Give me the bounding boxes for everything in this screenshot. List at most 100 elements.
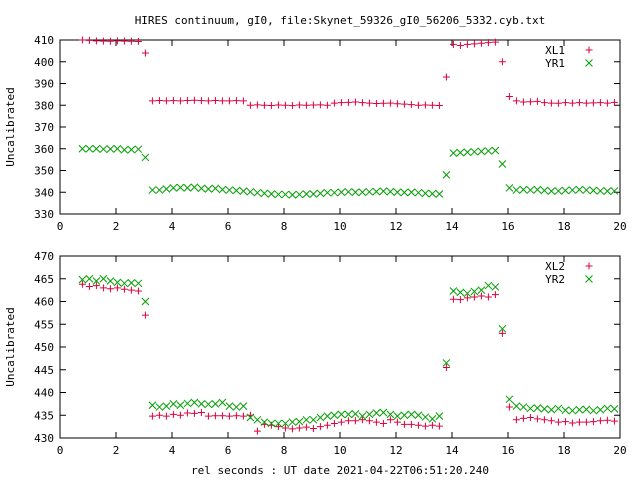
data-point bbox=[148, 412, 156, 420]
data-point bbox=[393, 100, 401, 108]
data-point bbox=[106, 37, 114, 45]
x-tick-label: 14 bbox=[445, 444, 459, 457]
data-point bbox=[162, 412, 170, 420]
data-point bbox=[113, 144, 122, 153]
data-point bbox=[260, 101, 268, 109]
data-point bbox=[99, 274, 108, 283]
data-point bbox=[281, 424, 289, 432]
data-point bbox=[526, 186, 535, 194]
data-point bbox=[120, 145, 129, 154]
data-point bbox=[92, 282, 100, 290]
data-point bbox=[498, 329, 506, 337]
data-point bbox=[225, 97, 233, 105]
data-point bbox=[120, 37, 128, 45]
data-point bbox=[302, 423, 310, 431]
data-point bbox=[169, 184, 178, 192]
data-point bbox=[540, 405, 549, 413]
data-point bbox=[568, 419, 576, 427]
data-point bbox=[113, 284, 121, 292]
data-point bbox=[162, 402, 171, 411]
x-tick-label: 6 bbox=[225, 444, 232, 457]
data-point bbox=[176, 411, 184, 419]
data-point bbox=[428, 189, 437, 198]
x-tick-label: 20 bbox=[613, 220, 626, 233]
x-tick-label: 2 bbox=[113, 220, 120, 233]
data-point bbox=[344, 417, 352, 425]
data-point bbox=[323, 412, 332, 421]
data-point bbox=[232, 97, 240, 105]
data-point bbox=[568, 406, 577, 415]
data-point bbox=[127, 278, 136, 287]
data-point bbox=[148, 401, 157, 410]
data-point bbox=[477, 39, 485, 47]
data-point bbox=[162, 97, 170, 105]
data-point bbox=[316, 189, 325, 198]
data-point bbox=[400, 411, 409, 420]
data-point bbox=[323, 101, 331, 109]
series-XL1 bbox=[78, 36, 618, 110]
data-point bbox=[232, 403, 241, 411]
data-point bbox=[365, 187, 374, 196]
data-point bbox=[589, 186, 598, 195]
x-tick-label: 12 bbox=[389, 444, 402, 457]
series-YR2 bbox=[78, 274, 619, 428]
data-point bbox=[484, 147, 493, 155]
y-tick-label: 445 bbox=[34, 364, 54, 377]
y-tick-label: 330 bbox=[34, 208, 54, 221]
data-point bbox=[281, 419, 290, 428]
data-point bbox=[246, 187, 255, 196]
legend-label: XL2 bbox=[545, 260, 565, 273]
x-tick-label: 0 bbox=[57, 220, 64, 233]
y-tick-label: 390 bbox=[34, 78, 54, 91]
data-point bbox=[204, 185, 213, 193]
x-tick-label: 12 bbox=[389, 220, 402, 233]
data-point bbox=[505, 184, 514, 192]
y-axis-label: Uncalibrated bbox=[4, 87, 17, 166]
data-point bbox=[85, 282, 93, 290]
data-point bbox=[512, 402, 521, 411]
data-point bbox=[225, 412, 233, 420]
data-point bbox=[421, 422, 429, 430]
data-point bbox=[148, 186, 157, 194]
data-point bbox=[575, 418, 583, 426]
data-point bbox=[190, 409, 198, 417]
data-point bbox=[113, 278, 122, 287]
data-point bbox=[183, 409, 191, 417]
data-point bbox=[393, 418, 401, 426]
data-point bbox=[589, 406, 598, 415]
data-point bbox=[281, 190, 290, 199]
data-point bbox=[372, 409, 381, 417]
data-point bbox=[358, 99, 366, 107]
x-tick-label: 4 bbox=[169, 220, 176, 233]
data-point bbox=[120, 285, 128, 293]
data-point bbox=[323, 188, 332, 197]
data-point bbox=[393, 412, 402, 421]
data-point bbox=[540, 99, 548, 107]
data-point bbox=[141, 153, 150, 162]
data-point bbox=[365, 99, 373, 107]
data-point bbox=[253, 415, 262, 424]
data-point bbox=[400, 420, 408, 428]
data-point bbox=[477, 292, 485, 300]
y-tick-label: 440 bbox=[34, 387, 54, 400]
x-tick-label: 20 bbox=[613, 444, 626, 457]
data-point bbox=[491, 38, 499, 46]
data-point bbox=[169, 410, 177, 418]
data-point bbox=[267, 101, 275, 109]
data-point bbox=[533, 185, 542, 194]
data-point bbox=[470, 287, 479, 296]
data-point bbox=[596, 99, 604, 107]
y-tick-label: 470 bbox=[34, 250, 54, 263]
data-point bbox=[267, 190, 276, 198]
data-point bbox=[582, 186, 591, 194]
data-point bbox=[582, 405, 591, 414]
data-point bbox=[533, 97, 541, 105]
y-tick-label: 430 bbox=[34, 432, 54, 445]
data-point bbox=[288, 418, 297, 426]
data-point bbox=[155, 186, 164, 194]
data-point bbox=[554, 418, 562, 426]
data-point bbox=[442, 170, 451, 179]
data-point bbox=[232, 186, 241, 195]
data-point bbox=[274, 101, 282, 109]
data-point bbox=[253, 101, 261, 109]
